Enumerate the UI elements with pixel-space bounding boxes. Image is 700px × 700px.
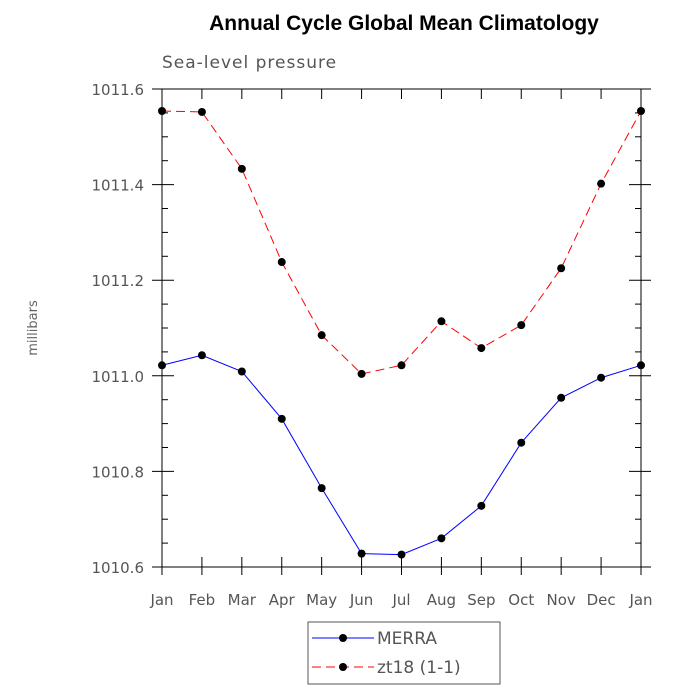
y-tick-label: 1011.4 bbox=[92, 177, 145, 195]
y-tick-label: 1011.2 bbox=[92, 272, 145, 290]
data-point bbox=[477, 344, 486, 353]
x-tick-label: Sep bbox=[467, 591, 495, 609]
chart-subtitle: Sea-level pressure bbox=[162, 53, 337, 73]
data-point bbox=[477, 501, 486, 510]
x-tick-label: May bbox=[306, 591, 337, 609]
x-tick-label: Apr bbox=[269, 591, 296, 609]
legend: MERRA zt18 (1-1) bbox=[307, 621, 501, 685]
legend-marker bbox=[339, 634, 347, 642]
x-tick-label: Jun bbox=[349, 591, 373, 609]
data-point bbox=[197, 107, 206, 116]
data-point bbox=[317, 484, 326, 493]
data-point bbox=[237, 367, 246, 376]
x-tick-label: Feb bbox=[189, 591, 216, 609]
series-layer bbox=[158, 106, 645, 559]
plot-frame bbox=[161, 88, 642, 568]
legend-box bbox=[307, 621, 501, 685]
data-point bbox=[557, 393, 566, 402]
x-tick-label: Jan bbox=[628, 591, 652, 609]
data-point bbox=[517, 438, 526, 447]
x-tick-label: Aug bbox=[427, 591, 456, 609]
data-point bbox=[397, 550, 406, 559]
data-point bbox=[277, 258, 286, 267]
data-point bbox=[437, 317, 446, 326]
y-axis-label: millibars bbox=[26, 300, 41, 356]
data-point bbox=[437, 534, 446, 543]
series-1 bbox=[158, 351, 645, 559]
legend-marker bbox=[339, 663, 347, 671]
y-tick-label: 1011.0 bbox=[92, 368, 145, 386]
data-point bbox=[597, 373, 606, 382]
series-line bbox=[161, 110, 642, 375]
x-tick-label: Oct bbox=[508, 591, 534, 609]
series-2 bbox=[158, 106, 645, 378]
legend-label: zt18 (1-1) bbox=[377, 658, 461, 678]
data-point bbox=[557, 264, 566, 273]
data-point bbox=[517, 321, 526, 330]
x-tick-label: Jul bbox=[391, 591, 410, 609]
y-tick-label: 1011.6 bbox=[92, 81, 145, 99]
data-point bbox=[357, 549, 366, 558]
data-point bbox=[597, 179, 606, 188]
legend-label: MERRA bbox=[377, 629, 437, 649]
data-point bbox=[397, 361, 406, 370]
data-point bbox=[237, 164, 246, 173]
y-axis: 1010.6 1010.8 1011.0 1011.2 1011.4 1011.6 bbox=[92, 81, 651, 577]
x-tick-label: Nov bbox=[547, 591, 576, 609]
x-tick-label: Dec bbox=[587, 591, 616, 609]
data-point bbox=[277, 414, 286, 423]
series-line bbox=[161, 354, 642, 556]
y-tick-label: 1010.8 bbox=[92, 463, 145, 481]
x-tick-label: Jan bbox=[149, 591, 173, 609]
data-point bbox=[317, 331, 326, 340]
data-point bbox=[357, 369, 366, 378]
x-axis: Jan Feb Mar Apr May Jun Jul Aug Sep Oct Nov Dec Jan bbox=[149, 89, 653, 609]
x-tick-label: Mar bbox=[228, 591, 257, 609]
data-point bbox=[197, 351, 206, 360]
chart-title: Annual Cycle Global Mean Climatology bbox=[209, 12, 599, 35]
y-tick-label: 1010.6 bbox=[92, 559, 145, 577]
